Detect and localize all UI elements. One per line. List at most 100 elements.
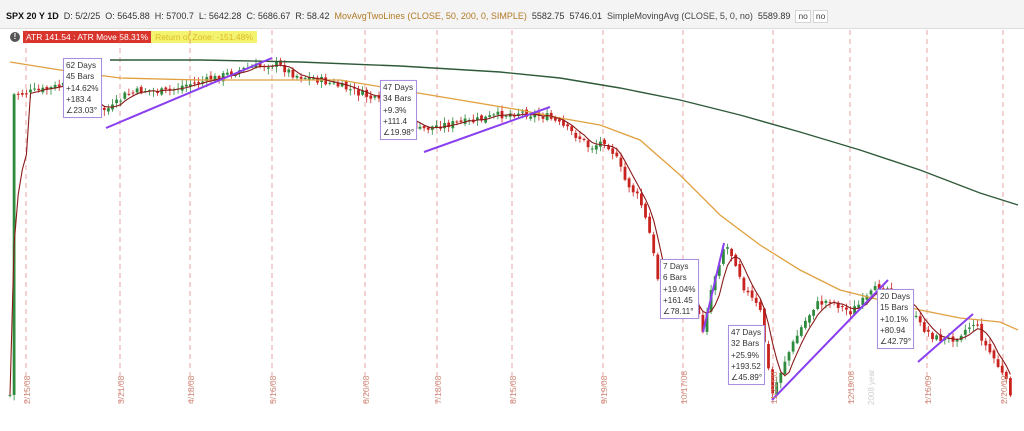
candle-body — [738, 263, 742, 277]
candle-body — [57, 84, 61, 87]
candle-body — [795, 335, 799, 344]
candle-body — [1000, 365, 1004, 373]
annotation-box-2[interactable]: 47 Days 34 Bars +9.3% +111.4 ∠19.98° — [380, 80, 418, 141]
candle-body — [541, 116, 545, 119]
candle-body — [139, 87, 143, 94]
candle-body — [258, 62, 262, 67]
trendline[interactable] — [702, 242, 725, 333]
candle-body — [627, 178, 631, 188]
candle-body — [562, 119, 565, 126]
candle-body — [824, 300, 828, 303]
candle-body — [418, 126, 422, 129]
candle-body — [586, 140, 590, 148]
candle-body — [373, 96, 377, 98]
candle-body — [426, 127, 430, 130]
candle-body — [480, 115, 483, 121]
candle-body — [107, 108, 110, 112]
candle-body — [512, 115, 516, 117]
date-label: 8/15/08 — [508, 375, 518, 404]
annotation-box-1[interactable]: 62 Days 45 Bars +14.62% +183.4 ∠23.03° — [63, 58, 102, 119]
candle-body — [963, 329, 967, 335]
candle-body — [344, 81, 348, 90]
candle-body — [590, 148, 594, 150]
atr-badge: ATR 141.54 : ATR Move 58.31% — [23, 30, 152, 43]
candle-body — [287, 69, 291, 73]
candle-body — [123, 92, 127, 99]
high-value: H: 5700.7 — [154, 11, 194, 21]
candle-body — [767, 343, 770, 369]
sma-flag-1: no — [795, 9, 811, 23]
candle-body — [217, 75, 221, 81]
candle-body — [939, 334, 943, 342]
candle-body — [705, 312, 709, 332]
sma-label[interactable]: SimpleMovingAvg (CLOSE, 5, 0, no) — [606, 11, 753, 21]
candle-body — [29, 89, 32, 93]
candle-body — [787, 352, 791, 361]
candle-body — [340, 83, 344, 87]
candle-body — [447, 122, 451, 128]
ma-two-lines-label[interactable]: MovAvgTwoLines (CLOSE, 50, 200, 0, SIMPL… — [334, 11, 527, 21]
candle-body — [644, 203, 647, 218]
candle-body — [209, 75, 213, 81]
date-label: 11/21/08 — [769, 371, 779, 404]
candle-body — [972, 325, 975, 327]
candle-body — [976, 324, 979, 326]
info-icon[interactable]: ! — [10, 31, 20, 42]
candle-body — [574, 132, 578, 138]
annotation-box-3[interactable]: 7 Days 6 Bars +19.04% +161.45 ∠78.11° — [660, 259, 699, 320]
candle-body — [873, 285, 877, 290]
candle-body — [914, 315, 918, 317]
trendline[interactable] — [105, 57, 273, 129]
candle-body — [931, 332, 934, 340]
candle-body — [611, 148, 615, 154]
candle-body — [131, 92, 135, 94]
candle-body — [935, 335, 938, 340]
date-labels: 2/15/08 3/21/08 4/18/08 5/16/08 6/20/08 7/18/… — [22, 371, 1009, 404]
candle-body — [365, 89, 369, 97]
candle-body — [266, 67, 270, 69]
candle-body — [242, 67, 246, 69]
return-of-zone-badge: Return of Zone: -151.48% — [151, 30, 257, 43]
candle-body — [135, 88, 139, 93]
candle-body — [492, 114, 496, 116]
date-label: 9/19/08 — [599, 375, 609, 404]
candle-body — [836, 302, 840, 308]
candle-body — [455, 121, 459, 123]
candle-body — [488, 115, 492, 117]
candle-body — [307, 76, 311, 80]
candle-body — [8, 394, 12, 396]
candle-body — [525, 109, 528, 117]
candle-body — [791, 341, 795, 352]
candle-body — [697, 306, 701, 314]
candle-body — [102, 107, 106, 110]
open-value: O: 5645.88 — [105, 11, 150, 21]
candle-body — [857, 304, 861, 308]
trendline[interactable] — [771, 279, 889, 401]
sma-value: 5589.89 — [757, 11, 791, 21]
candle-body — [865, 295, 869, 300]
candle-body — [656, 254, 660, 280]
candle-body — [996, 359, 1000, 367]
annotation-box-5[interactable]: 20 Days 15 Bars +10.1% +80.94 ∠42.79° — [877, 289, 915, 350]
ma-50-value: 5582.75 — [531, 11, 565, 21]
ma-200-value: 5746.01 — [569, 11, 602, 21]
candle-body — [849, 311, 852, 315]
candle-body — [201, 81, 205, 84]
symbol-label[interactable]: SPX 20 Y 1D — [6, 11, 59, 21]
candle-body — [295, 75, 299, 78]
candle-body — [225, 72, 229, 75]
candle-body — [496, 111, 500, 115]
trendline[interactable] — [423, 106, 551, 153]
candle-body — [730, 248, 733, 257]
candle-body — [635, 191, 639, 194]
low-value: L: 5642.28 — [198, 11, 242, 21]
trendline[interactable] — [917, 313, 974, 363]
annotation-box-4[interactable]: 47 Days 32 Bars +25.9% +193.52 ∠45.89° — [728, 325, 766, 386]
date-label: 2/15/08 — [22, 375, 32, 404]
date-label: 1/16/09 — [923, 375, 933, 404]
candle-body — [517, 113, 520, 116]
candle-body — [119, 100, 123, 102]
date-label: 6/20/08 — [361, 375, 371, 404]
candle-body — [20, 93, 24, 95]
